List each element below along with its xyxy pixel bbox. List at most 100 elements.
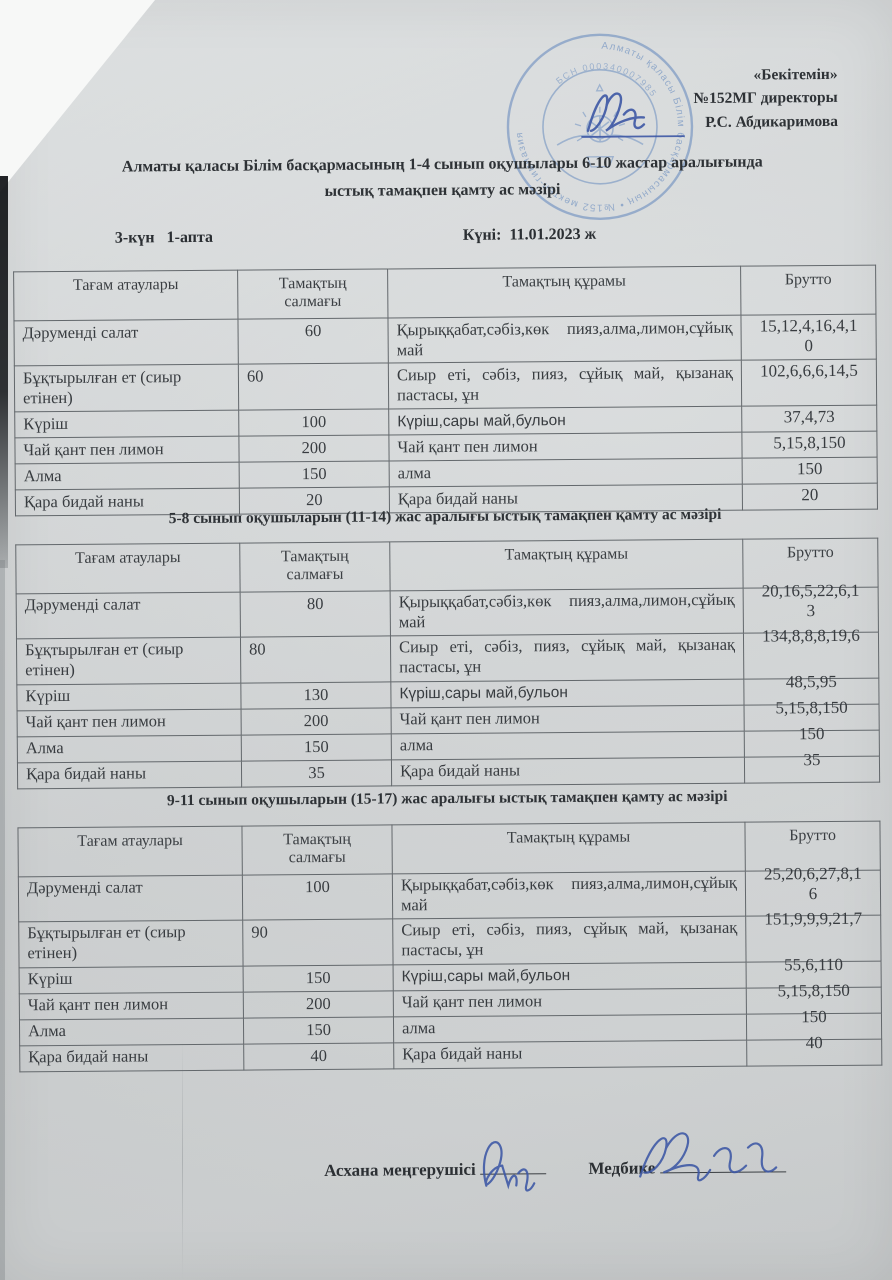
brutto-cell: 150 (742, 457, 878, 485)
weight-cell: 35 (241, 759, 392, 788)
dish-name-cell: Бұқтырылған ет (сиыр етінен) (14, 364, 239, 412)
ingredients-cell: алма (391, 731, 745, 760)
brutto-cell: 40 (746, 1033, 882, 1067)
menu-table-grades-5-8: Тағам атаулары Тамақтың салмағы Тамақтың қ… (15, 537, 881, 790)
weight-cell: 90 (242, 918, 394, 967)
ingredients-cell: Күріш,сары май,бульон (393, 962, 747, 991)
weight-cell: 150 (243, 964, 394, 993)
weight-cell: 100 (242, 873, 393, 921)
ingredients-cell: Чай қант пен лимон (388, 432, 743, 461)
column-header: Тағам атаулары (17, 826, 243, 877)
column-header: Тамақтың құрамы (389, 539, 744, 591)
ingredients-cell: Сиыр еті, сәбіз, пияз, сұйық май, қызана… (388, 360, 742, 409)
brutto-cell: 35 (744, 750, 880, 784)
header-row: Тағам атаулары Тамақтың салмағы Тамақтың қ… (15, 538, 879, 594)
weight-cell: 80 (240, 635, 391, 684)
nurse-signature (639, 1132, 778, 1182)
brutto-cell: 37,4,73 (741, 405, 877, 433)
menu-row: Бұқтырылған ет (сиыр етінен) 60 Сиыр еті, … (14, 359, 877, 412)
dish-name-cell: Бұқтырылған ет (сиыр етінен) (16, 637, 241, 685)
column-header: Тамақтың салмағы (239, 541, 391, 593)
ingredients-cell: алма (393, 1014, 747, 1043)
ingredients-cell: Қара бидай наны (391, 757, 745, 786)
column-header: Тағам атаулары (13, 270, 238, 321)
weight-cell: 80 (240, 590, 391, 638)
approval-block: «Бекітемін» №152МГ директоры Р.С. Абдика… (693, 63, 838, 134)
canteen-manager-label: Асхана меңгерушісі (324, 1159, 476, 1180)
weight-cell: 200 (241, 707, 392, 736)
section-title-grades-9-11: 9-11 сынып оқушыларын (15-17) жас аралығ… (166, 787, 728, 810)
school-round-stamp: Алматы қаласы Білім басқармасының • №152… (506, 33, 694, 220)
column-header: Тағам атаулары (15, 543, 241, 594)
document-title: Алматы қаласы Білім басқармасының 1-4 сы… (36, 149, 848, 207)
dish-name-cell: Бұқтырылған ет (сиыр етінен) (18, 920, 244, 968)
brutto-cell: 5,15,8,150 (741, 431, 878, 459)
dish-name-cell: Чай қант пен лимон (19, 992, 244, 1020)
column-header: Тамақтың салмағы (241, 824, 393, 876)
column-header: Тамақтың құрамы (391, 822, 746, 874)
ingredients-cell: Қырыққабат,сәбіз,көк пияз,алма,лимон,сұй… (387, 315, 742, 363)
dish-name-cell: Чай қант пен лимон (17, 709, 242, 737)
ingredients-cell: Қырыққабат,сәбіз,көк пияз,алма,лимон,сұй… (390, 588, 744, 636)
dish-name-cell: Дәруменді салат (16, 592, 241, 639)
canteen-manager-signature (482, 1141, 536, 1192)
menu-row: Бұқтырылған ет (сиыр етінен) 80 Сиыр еті, … (16, 626, 879, 685)
weight-cell: 150 (241, 733, 392, 762)
ingredients-cell: Чай қант пен лимон (391, 705, 745, 734)
column-header: Тамақтың салмағы (237, 268, 388, 320)
dish-name-cell: Алма (17, 735, 242, 763)
dish-name-cell: Қара бидай наны (17, 761, 242, 789)
menu-table-grades-1-4: Тағам атаулары Тамақтың салмағы Тамақтың қ… (13, 264, 878, 517)
menu-row: Қара бидай наны 35 Қара бидай наны 35 (17, 750, 880, 789)
column-header: Брутто (740, 265, 876, 316)
ingredients-cell: Күріш,сары май,бульон (388, 406, 742, 435)
dish-name-cell: Күріш (16, 683, 242, 711)
paper-crease (182, 1040, 183, 1280)
dish-name-cell: Дәруменді салат (18, 875, 243, 922)
menu-row: Бұқтырылған ет (сиыр етінен) 90 Сиыр еті, … (18, 909, 882, 968)
brutto-cell: 102,6,6,6,14,5 (741, 359, 877, 407)
photo-left-dark-edge (0, 176, 8, 568)
ingredients-cell: Сиыр еті, сәбіз, пияз, сұйық май, қызана… (390, 633, 744, 682)
brutto-cell: 15,12,4,16,4,10 (740, 314, 877, 361)
menu-row: Дәруменді салат 60 Қырыққабат,сәбіз,көк пи… (13, 314, 877, 366)
menu-row: Дәруменді салат 100 Қырыққабат,сәбіз,көк п… (18, 864, 881, 922)
dish-name-cell: Күріш (19, 966, 244, 994)
weight-cell: 100 (238, 408, 389, 437)
ingredients-cell: Қырыққабат,сәбіз,көк пияз,алма,лимон,сұй… (392, 871, 746, 919)
dish-name-cell: Чай қант пен лимон (14, 436, 240, 464)
date-label: Күні: 11.01.2023 ж (462, 225, 597, 244)
day-week-label: 3-күн 1-апта (114, 228, 214, 247)
weight-cell: 40 (243, 1042, 394, 1071)
dish-name-cell: Күріш (14, 410, 239, 438)
approval-director-name: Р.С. Абдикаримова (705, 112, 839, 131)
menu-table-grades-9-11: Тағам атаулары Тамақтың салмағы Тамақтың қ… (17, 820, 883, 1073)
ingredients-cell: Чай қант пен лимон (393, 988, 747, 1017)
director-signature (581, 92, 685, 138)
ingredients-cell: алма (389, 458, 743, 487)
stamp-rings (506, 33, 694, 220)
ingredients-cell: Күріш,сары май,бульон (390, 679, 745, 708)
column-header: Тамақтың құрамы (387, 266, 741, 318)
header-row: Тағам атаулары Тамақтың салмағы Тамақтың қ… (17, 821, 881, 877)
ingredients-cell: Сиыр еті, сәбіз, пияз, сұйық май, қызана… (392, 916, 747, 965)
weight-cell: 200 (238, 434, 390, 463)
weight-cell: 60 (237, 317, 389, 365)
paper-left-edge-shadow (0, 560, 5, 1280)
weight-cell: 200 (243, 990, 394, 1019)
meta-row: 3-күн 1-апта Күні: 11.01.2023 ж (0, 224, 889, 255)
weight-cell: 150 (243, 1016, 394, 1045)
approval-word: «Бекітемін» (753, 65, 838, 84)
ingredients-cell: Қара бидай наны (393, 1040, 747, 1069)
weight-cell: 60 (238, 362, 389, 411)
menu-row: Қара бидай наны 40 Қара бидай наны 40 (19, 1033, 882, 1072)
menu-row: Дәруменді салат 80 Қырыққабат,сәбіз,көк пи… (16, 581, 879, 639)
weight-cell: 130 (240, 681, 392, 710)
dish-name-cell: Қара бидай наны (19, 1044, 244, 1072)
approval-director: №152МГ директоры (693, 89, 838, 108)
dish-name-cell: Алма (15, 462, 240, 490)
dish-name-cell: Алма (19, 1018, 244, 1046)
header-row: Тағам атаулары Тамақтың салмағы Тамақтың қ… (13, 265, 876, 321)
